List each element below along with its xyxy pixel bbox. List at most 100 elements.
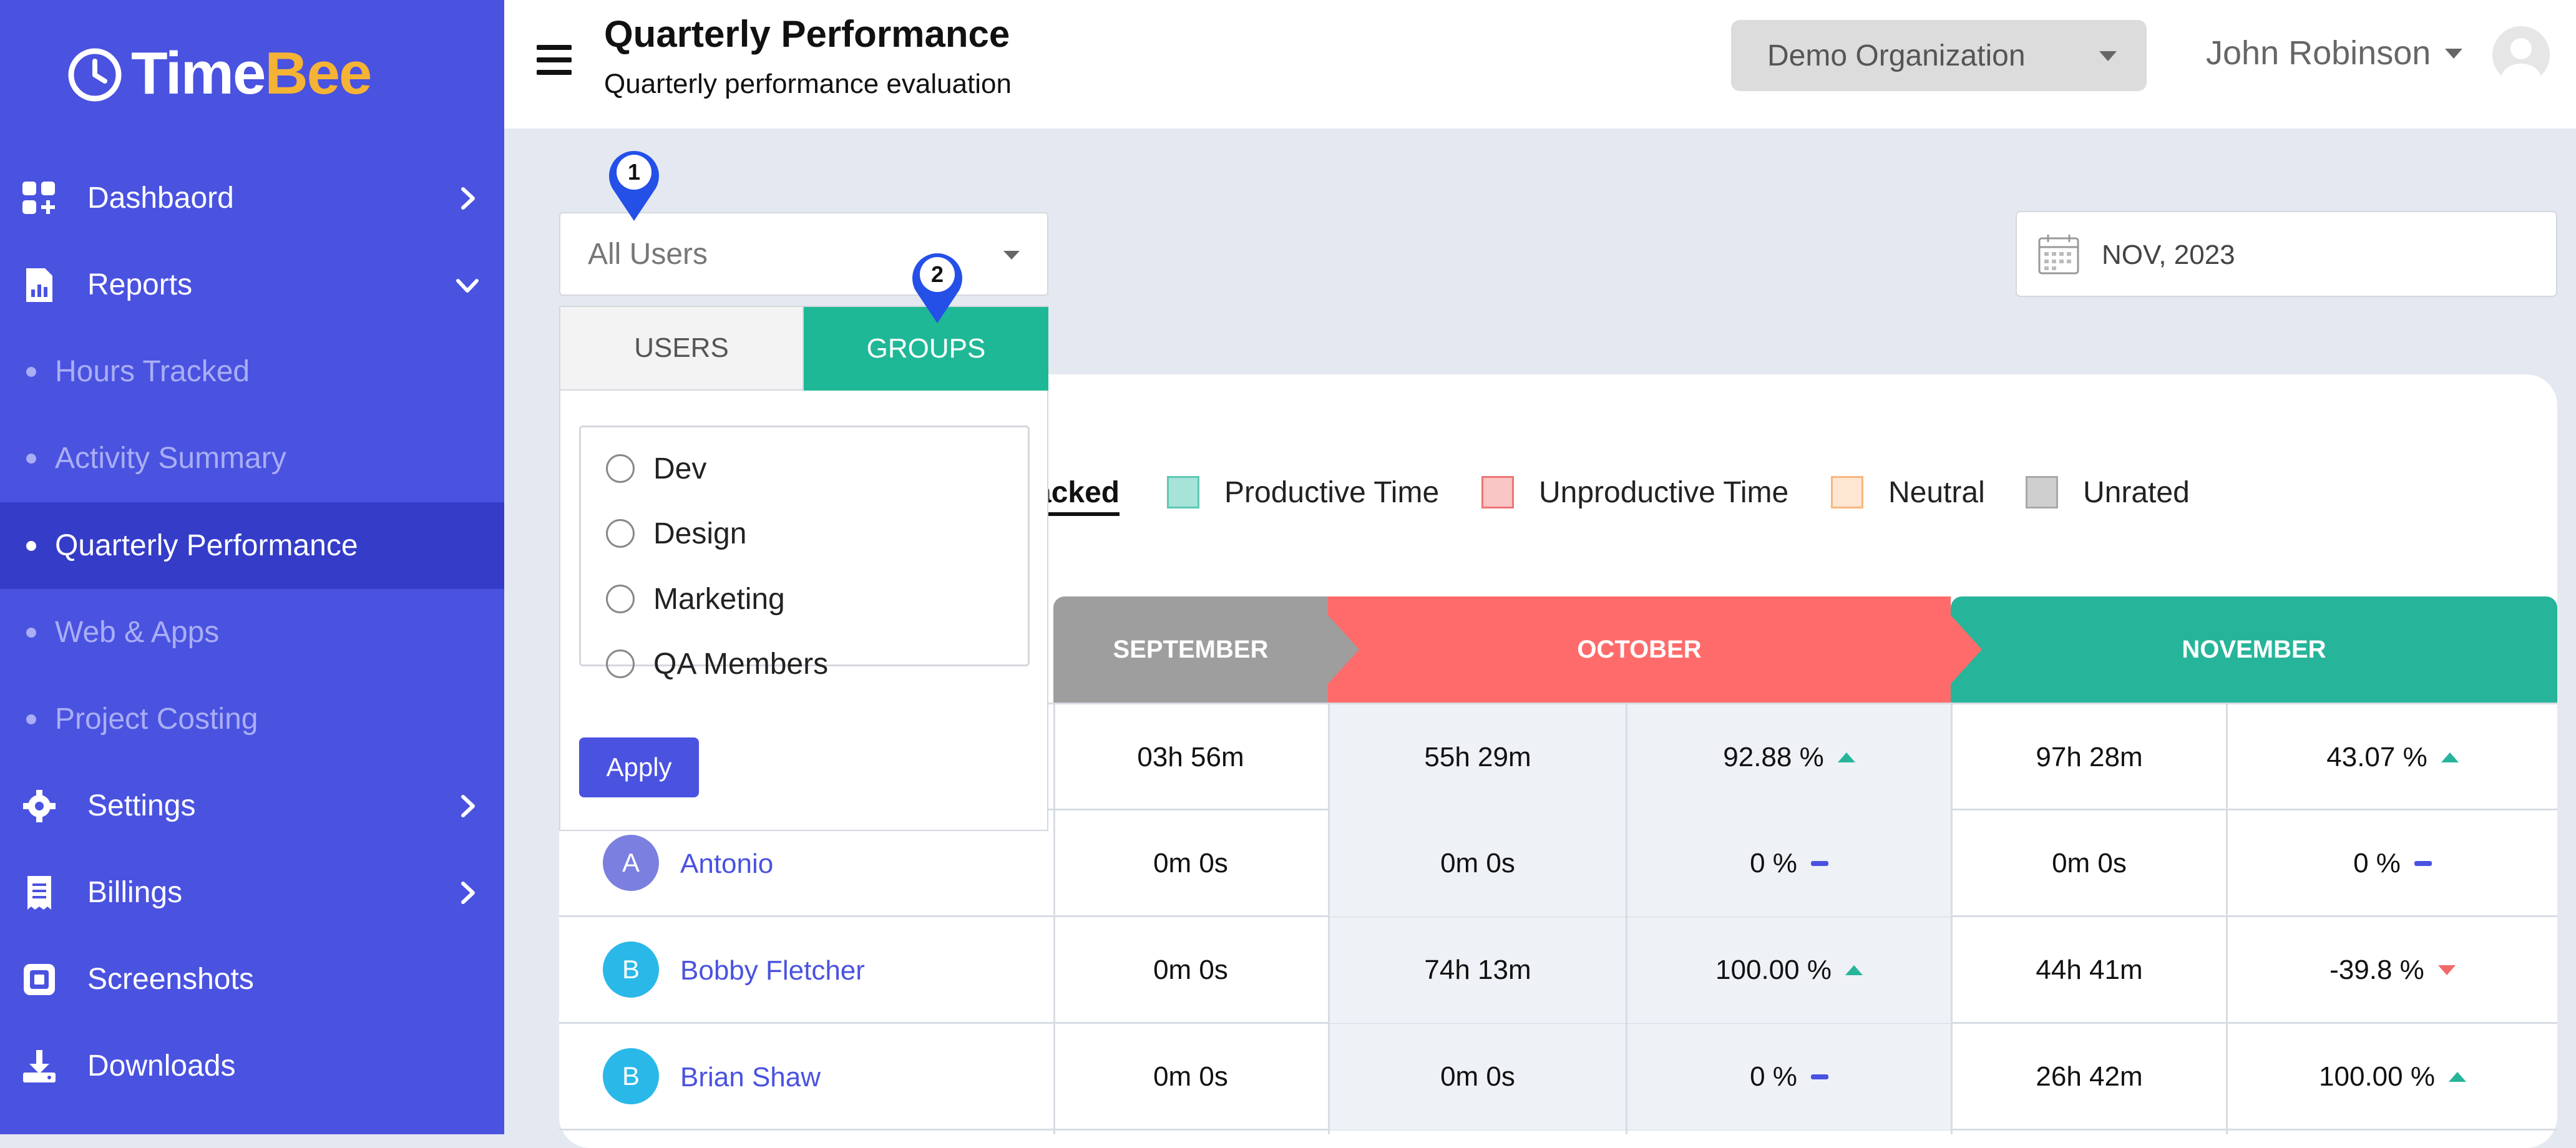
table-divider — [559, 703, 2557, 704]
menu-icon[interactable] — [537, 45, 572, 75]
cell-october-pct: 92.88 % — [1627, 704, 1951, 810]
top-bar: Quarterly Performance Quarterly performa… — [504, 0, 2576, 129]
apply-button[interactable]: Apply — [579, 737, 699, 797]
cell-october-time: 74h 13m — [1330, 917, 1626, 1023]
sidebar-item-activity-summary[interactable]: Activity Summary — [0, 415, 504, 502]
sidebar-item-dashboard[interactable]: Dashbaord — [0, 155, 504, 241]
sidebar-item-project-costing[interactable]: Project Costing — [0, 676, 504, 762]
date-picker-value: NOV, 2023 — [2102, 240, 2235, 270]
sidebar-item-quarterly-performance[interactable]: Quarterly Performance — [0, 502, 504, 589]
user-menu[interactable]: John Robinson — [2206, 34, 2431, 72]
sidebar-item-screenshots[interactable]: Screenshots — [0, 936, 504, 1023]
user-group-dropdown: USERS GROUPS Dev Design Marketing QA Mem… — [559, 306, 1048, 831]
organization-select[interactable]: Demo Organization — [1731, 20, 2147, 91]
user-name: John Robinson — [2206, 34, 2431, 72]
tab-time-tracked[interactable]: acked — [1035, 475, 1120, 516]
user-link[interactable]: Antonio — [680, 849, 774, 879]
legend-swatch — [1167, 476, 1199, 508]
sidebar-item-hours-tracked[interactable]: Hours Tracked — [0, 328, 504, 415]
month-header-november: NOVEMBER — [1951, 596, 2557, 703]
page-title: Quarterly Performance — [604, 13, 1010, 55]
radio-button[interactable] — [606, 454, 635, 483]
group-list: Dev Design Marketing QA Members — [579, 426, 1030, 681]
legend-label: Unproductive Time — [1539, 475, 1789, 509]
table-divider — [1053, 703, 1055, 1134]
radio-button[interactable] — [606, 585, 635, 613]
sidebar-item-billings[interactable]: Billings — [0, 849, 504, 936]
cell-november-time: 0m 0s — [2052, 848, 2127, 878]
receipt-icon — [21, 875, 57, 911]
legend-swatch — [1481, 476, 1514, 508]
trend-up-icon — [1837, 752, 1855, 762]
trend-up-icon — [1845, 965, 1863, 975]
cell-november-pct: 43.07 % — [2228, 704, 2557, 810]
sidebar-item-label: Screenshots — [87, 963, 254, 996]
cell-october-time: 55h 29m — [1330, 704, 1626, 810]
page-subtitle: Quarterly performance evaluation — [604, 69, 1012, 99]
sidebar-item-reports[interactable]: Reports — [0, 241, 504, 328]
cell-november-time: 26h 42m — [2036, 1061, 2143, 1092]
sidebar-item-settings[interactable]: Settings — [0, 762, 504, 849]
table-divider — [1328, 703, 1330, 1134]
reports-icon — [21, 267, 57, 303]
cell-november-time: 44h 41m — [2036, 955, 2143, 985]
cell-september: 0m 0s — [1153, 955, 1228, 985]
sidebar-item-label: Activity Summary — [55, 442, 286, 475]
month-header-september: SEPTEMBER — [1053, 596, 1328, 703]
group-option-qa-members[interactable]: QA Members — [606, 645, 828, 683]
trend-down-icon — [2437, 965, 2456, 975]
radio-button[interactable] — [606, 519, 635, 548]
caret-down-icon — [2099, 51, 2117, 61]
chevron-right-icon — [461, 794, 475, 817]
arrow-separator-icon — [1328, 615, 1359, 684]
screenshot-icon — [21, 961, 57, 998]
legend-label: Unrated — [2083, 475, 2190, 509]
trend-flat-icon — [2414, 861, 2432, 866]
bullet-icon — [26, 540, 36, 551]
chevron-right-icon — [461, 881, 475, 904]
group-label: Design — [653, 517, 747, 550]
chevron-right-icon — [461, 187, 475, 210]
date-picker[interactable]: NOV, 2023 — [2016, 211, 2557, 297]
user-link[interactable]: Bobby Fletcher — [680, 955, 865, 986]
bullet-icon — [26, 453, 36, 464]
dashboard-icon — [21, 180, 57, 216]
radio-button[interactable] — [606, 649, 635, 678]
sidebar-item-downloads[interactable]: Downloads — [0, 1023, 504, 1109]
organization-select-value: Demo Organization — [1767, 39, 2026, 72]
sidebar-item-label: Web & Apps — [55, 616, 220, 649]
group-option-dev[interactable]: Dev — [606, 450, 706, 487]
cell-october-pct: 0 % — [1627, 1024, 1951, 1130]
marker-number: 2 — [931, 261, 944, 287]
legend-unrated: Unrated — [2026, 475, 2190, 509]
avatar[interactable] — [2492, 26, 2550, 84]
download-icon — [21, 1048, 57, 1084]
sidebar-item-label: Hours Tracked — [55, 355, 250, 388]
user-select[interactable]: All Users — [559, 212, 1048, 296]
caret-down-icon[interactable] — [2445, 49, 2462, 59]
avatar: B — [603, 1048, 659, 1104]
group-option-design[interactable]: Design — [606, 515, 746, 552]
trend-up-icon — [2441, 752, 2459, 762]
cell-november-pct: 0 % — [2228, 810, 2557, 917]
sidebar-item-label: Reports — [87, 268, 193, 301]
legend-label: Productive Time — [1224, 475, 1440, 509]
sidebar-item-web-apps[interactable]: Web & Apps — [0, 589, 504, 676]
tab-groups[interactable]: GROUPS — [804, 307, 1048, 391]
group-label: Dev — [653, 452, 707, 485]
group-option-marketing[interactable]: Marketing — [606, 580, 785, 618]
month-header-october: OCTOBER — [1328, 596, 1951, 703]
bullet-icon — [26, 366, 36, 377]
sidebar-item-label: Project Costing — [55, 703, 258, 736]
marker-pin-icon: 2 — [912, 253, 962, 323]
tab-users[interactable]: USERS — [560, 307, 804, 391]
month-label: SEPTEMBER — [1113, 635, 1269, 663]
legend-neutral: Neutral — [1831, 475, 1985, 509]
logo[interactable]: TimeBee — [65, 30, 372, 117]
cell-october-pct: 100.00 % — [1627, 917, 1951, 1023]
marker-number: 1 — [628, 159, 640, 185]
sidebar-item-label: Dashbaord — [87, 182, 234, 215]
cell-september: 03h 56m — [1137, 742, 1244, 772]
table-divider — [1626, 703, 1627, 1134]
user-link[interactable]: Brian Shaw — [680, 1062, 821, 1092]
